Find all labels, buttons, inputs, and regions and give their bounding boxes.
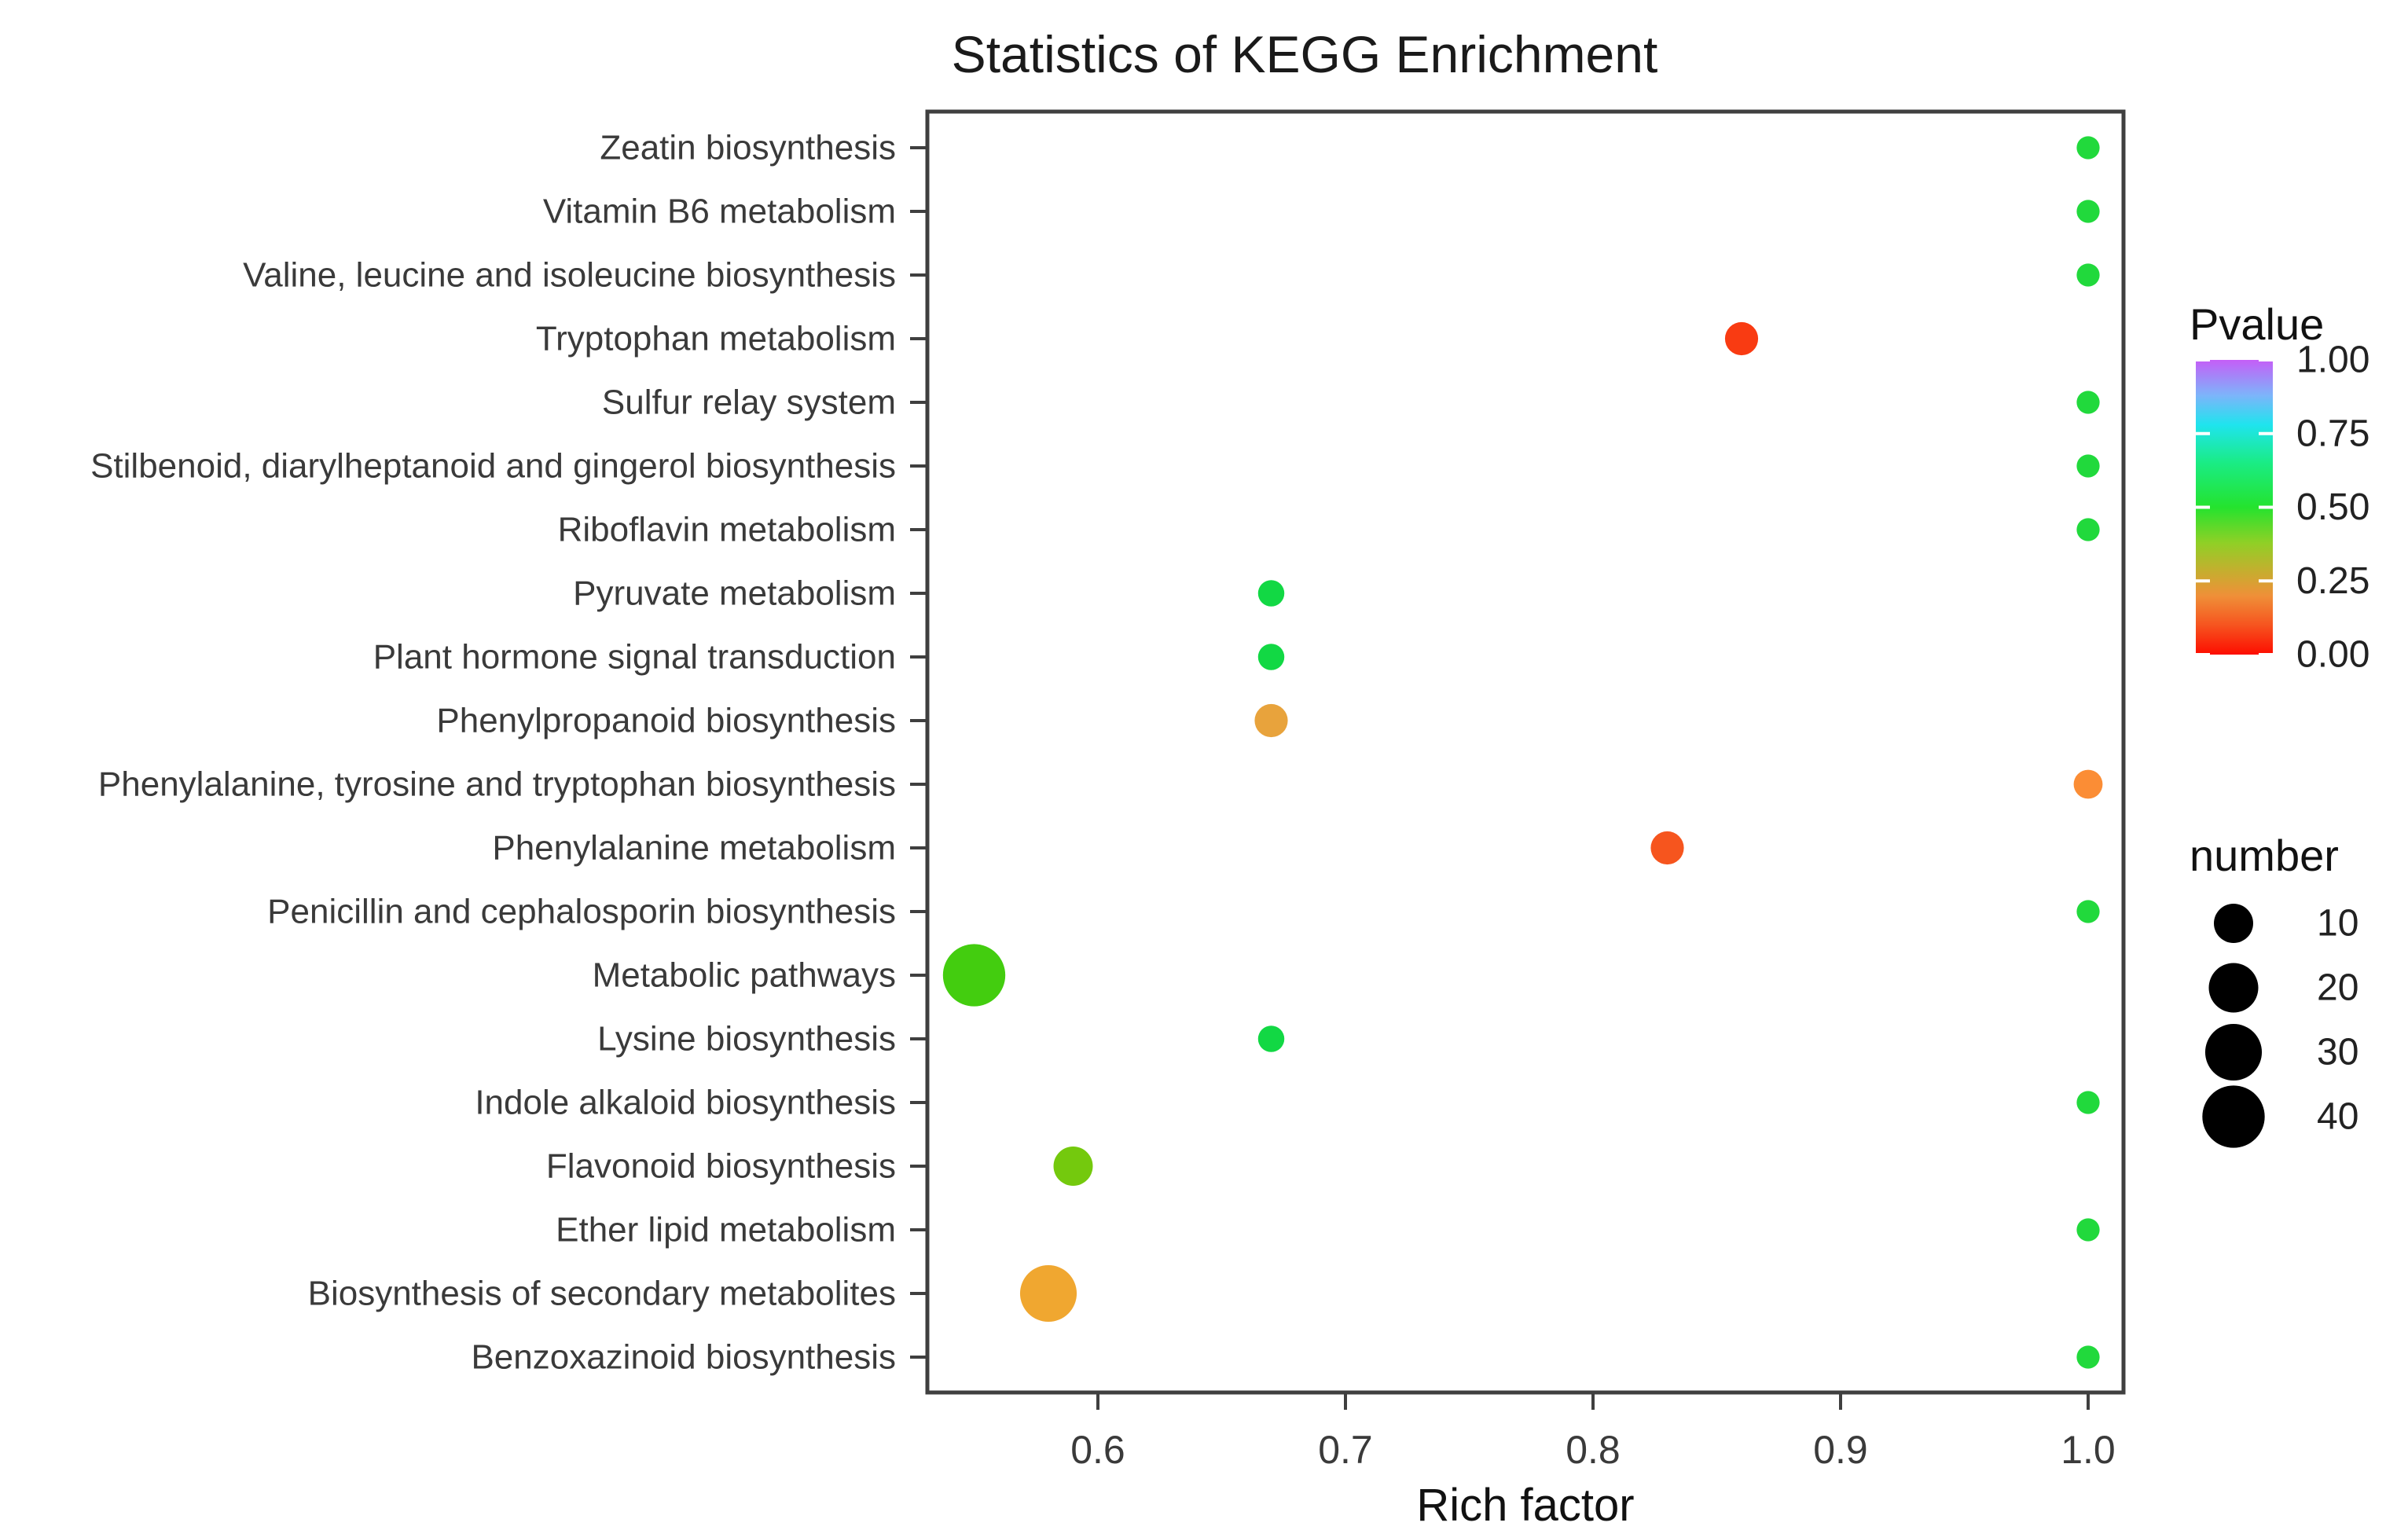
x-axis-ticks [1096,1392,2090,1410]
data-point[interactable] [942,944,1006,1007]
data-point[interactable] [2073,769,2103,799]
y-axis-label: Valine, leucine and isoleucine biosynthe… [243,256,896,295]
x-axis-tick-label: 0.8 [1566,1428,1621,1472]
data-point[interactable] [2076,900,2100,923]
pvalue-gradient-ticks [2196,358,2273,656]
pvalue-legend-label: 0.25 [2296,560,2369,602]
number-legend-label: 10 [2317,903,2358,945]
data-point[interactable] [2076,391,2100,414]
number-legend-title: number [2190,831,2339,880]
y-axis-label: Benzoxazinoid biosynthesis [471,1338,896,1377]
y-axis-label: Penicillin and cephalosporin biosynthesi… [267,893,896,931]
y-axis-label: Biosynthesis of secondary metabolites [308,1275,896,1313]
data-point[interactable] [1053,1147,1093,1186]
x-axis-title: Rich factor [1416,1480,1634,1530]
y-axis-label: Zeatin biosynthesis [600,129,896,167]
data-point[interactable] [2076,518,2100,541]
pvalue-legend-label: 0.75 [2296,413,2369,454]
legend-number: number 10 20 30 40 [2190,831,2358,1148]
data-point[interactable] [2076,200,2100,223]
pvalue-legend-label: 1.00 [2296,339,2369,381]
y-axis-label: Flavonoid biosynthesis [546,1147,896,1186]
x-axis-tick-label: 1.0 [2061,1428,2116,1472]
data-point[interactable] [1257,580,1285,607]
y-axis-label: Vitamin B6 metabolism [543,193,896,231]
data-point[interactable] [2076,1345,2100,1369]
y-axis-label: Plant hormone signal transduction [373,638,896,677]
y-axis-label: Lysine biosynthesis [597,1020,896,1059]
pvalue-legend-title: Pvalue [2190,299,2324,349]
data-point[interactable] [1257,644,1285,670]
data-point[interactable] [2076,1218,2100,1242]
y-axis-label: Indole alkaloid biosynthesis [475,1084,896,1122]
pvalue-legend-label: 0.50 [2296,486,2369,528]
number-legend-symbol [2204,1023,2263,1081]
y-axis-label: Metabolic pathways [593,956,896,995]
number-legend-entries: 10 20 30 40 [2202,903,2358,1148]
x-axis-tick-labels: 0.6 0.7 0.8 0.9 1.0 [1070,1428,2116,1472]
data-points [942,136,2103,1369]
data-point[interactable] [1019,1264,1077,1323]
number-legend-symbol [2214,904,2253,943]
y-axis-label: Tryptophan metabolism [536,320,896,358]
y-axis-label: Phenylalanine metabolism [492,829,896,868]
y-axis-ticks [910,146,927,1359]
data-point[interactable] [2076,263,2100,287]
y-axis-label: Phenylpropanoid biosynthesis [436,702,896,740]
data-point[interactable] [2076,454,2100,478]
x-axis-tick-label: 0.7 [1318,1428,1373,1472]
number-legend-label: 20 [2317,967,2358,1009]
data-point[interactable] [1254,703,1288,738]
chart-title: Statistics of KEGG Enrichment [952,25,1658,83]
data-point[interactable] [2076,136,2100,160]
data-point[interactable] [1650,831,1684,865]
y-axis-label: Ether lipid metabolism [556,1211,896,1249]
data-point[interactable] [2076,1091,2100,1114]
y-axis-labels: Zeatin biosynthesis Vitamin B6 metabolism… [90,129,896,1377]
number-legend-symbol [2202,1085,2265,1148]
data-point[interactable] [1724,321,1759,356]
x-axis-tick-label: 0.6 [1070,1428,1125,1472]
y-axis-label: Sulfur relay system [602,383,896,422]
plot-panel [925,109,2126,1395]
y-axis-label: Stilbenoid, diarylheptanoid and gingerol… [90,447,896,486]
number-legend-label: 40 [2317,1096,2358,1138]
data-point[interactable] [1257,1026,1285,1052]
pvalue-legend-label: 0.00 [2296,634,2369,676]
x-axis-tick-label: 0.9 [1813,1428,1868,1472]
y-axis-label: Riboflavin metabolism [558,511,896,549]
number-legend-symbol [2208,963,2259,1013]
legend-pvalue: Pvalue 1.00 0.75 0.50 0.25 0.00 [2190,299,2369,676]
y-axis-label: Pyruvate metabolism [573,574,896,613]
number-legend-label: 30 [2317,1032,2358,1073]
pvalue-legend-labels: 1.00 0.75 0.50 0.25 0.00 [2296,339,2369,676]
y-axis-label: Phenylalanine, tyrosine and tryptophan b… [98,765,896,804]
